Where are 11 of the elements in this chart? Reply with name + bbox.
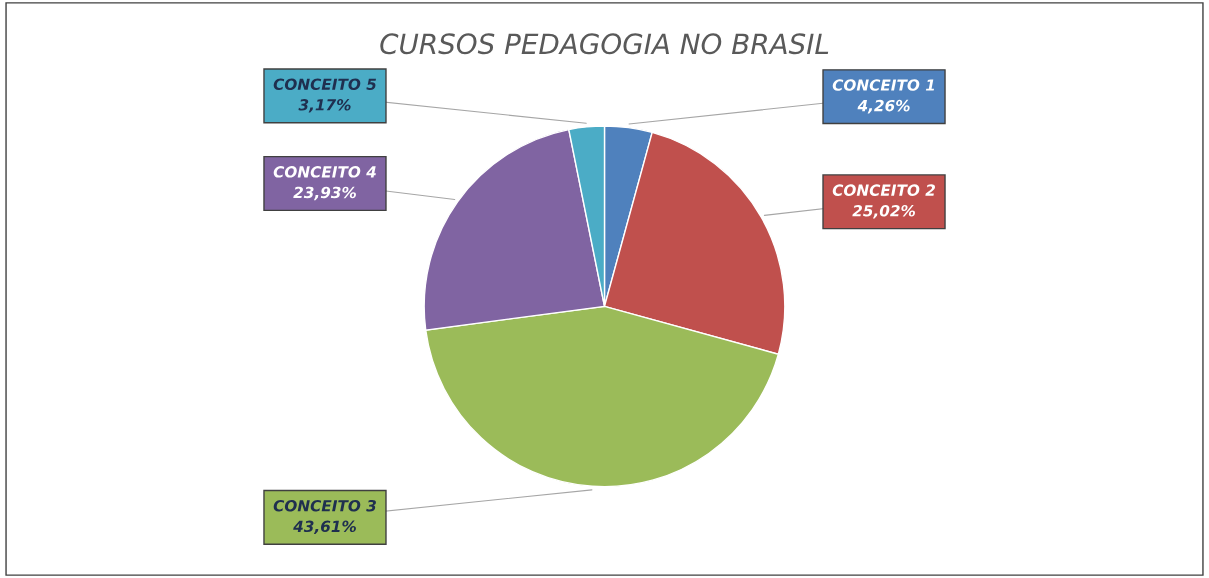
data-label: 3,17% [298, 99, 351, 113]
data-label: 23,93% [293, 186, 356, 201]
data-label: 4,26% [857, 99, 910, 114]
slice-label: CONCEITO 1 [832, 79, 935, 91]
slice-label: CONCEITO 5 [273, 78, 377, 90]
data-label: 43,61% [293, 520, 356, 535]
slice-label: CONCEITO 4 [273, 166, 376, 178]
chart-title: CURSOS PEDAGOGIA NO BRASIL [380, 33, 829, 55]
slice-label: CONCEITO 3 [273, 499, 376, 512]
data-label: 25,02% [852, 204, 915, 219]
slice-label: CONCEITO 2 [832, 184, 936, 196]
